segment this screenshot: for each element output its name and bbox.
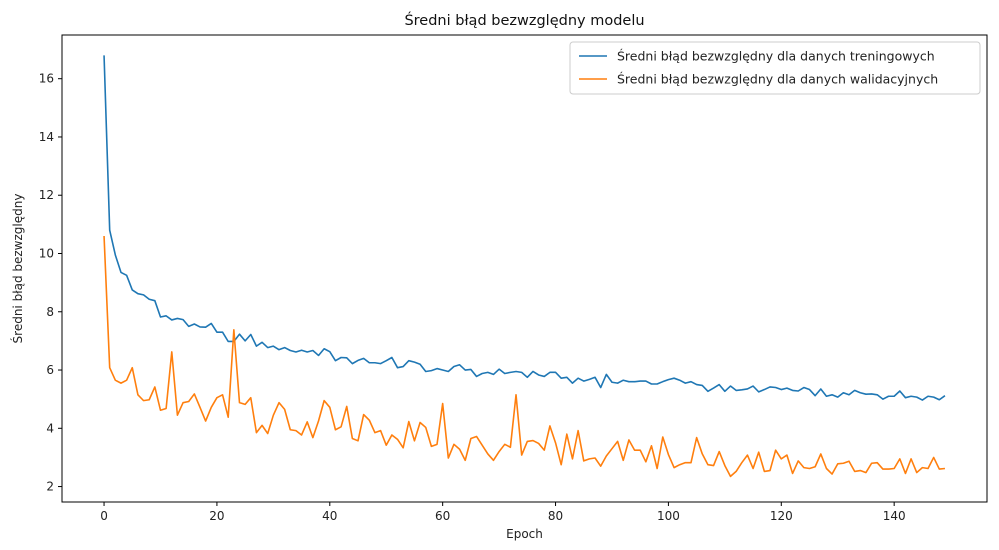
y-tick-label: 8 (46, 305, 54, 319)
y-tick-label: 10 (39, 246, 54, 260)
x-axis-label: Epoch (506, 527, 543, 541)
plot-area (61, 34, 988, 503)
y-axis-label: Średni błąd bezwzględny (10, 194, 25, 344)
validation-mae-line (103, 235, 946, 478)
legend-label: Średni błąd bezwzględny dla danych walid… (617, 72, 938, 87)
legend-label: Średni błąd bezwzględny dla danych treni… (617, 49, 935, 64)
x-tick-label: 40 (322, 509, 337, 523)
legend: Średni błąd bezwzględny dla danych treni… (569, 41, 981, 95)
x-axis: 0 20 40 60 80 100 120 140 (100, 502, 906, 523)
y-tick-label: 12 (39, 188, 54, 202)
x-tick-label: 100 (657, 509, 680, 523)
chart-title: Średni błąd bezwzględny modelu (404, 11, 644, 29)
series-layer (103, 55, 946, 478)
y-tick-label: 16 (39, 72, 54, 86)
x-tick-label: 60 (435, 509, 450, 523)
x-tick-label: 20 (209, 509, 224, 523)
x-tick-label: 120 (770, 509, 793, 523)
y-tick-label: 4 (46, 421, 54, 435)
x-tick-label: 0 (100, 509, 108, 523)
legend-box (569, 41, 981, 95)
y-tick-label: 6 (46, 363, 54, 377)
y-tick-label: 2 (46, 480, 54, 494)
y-tick-label: 14 (39, 130, 54, 144)
y-axis: 2 4 6 8 10 12 14 16 (39, 72, 62, 494)
x-tick-label: 80 (548, 509, 563, 523)
training-mae-line (103, 55, 946, 401)
x-tick-label: 140 (883, 509, 906, 523)
plot-frame (61, 34, 988, 503)
